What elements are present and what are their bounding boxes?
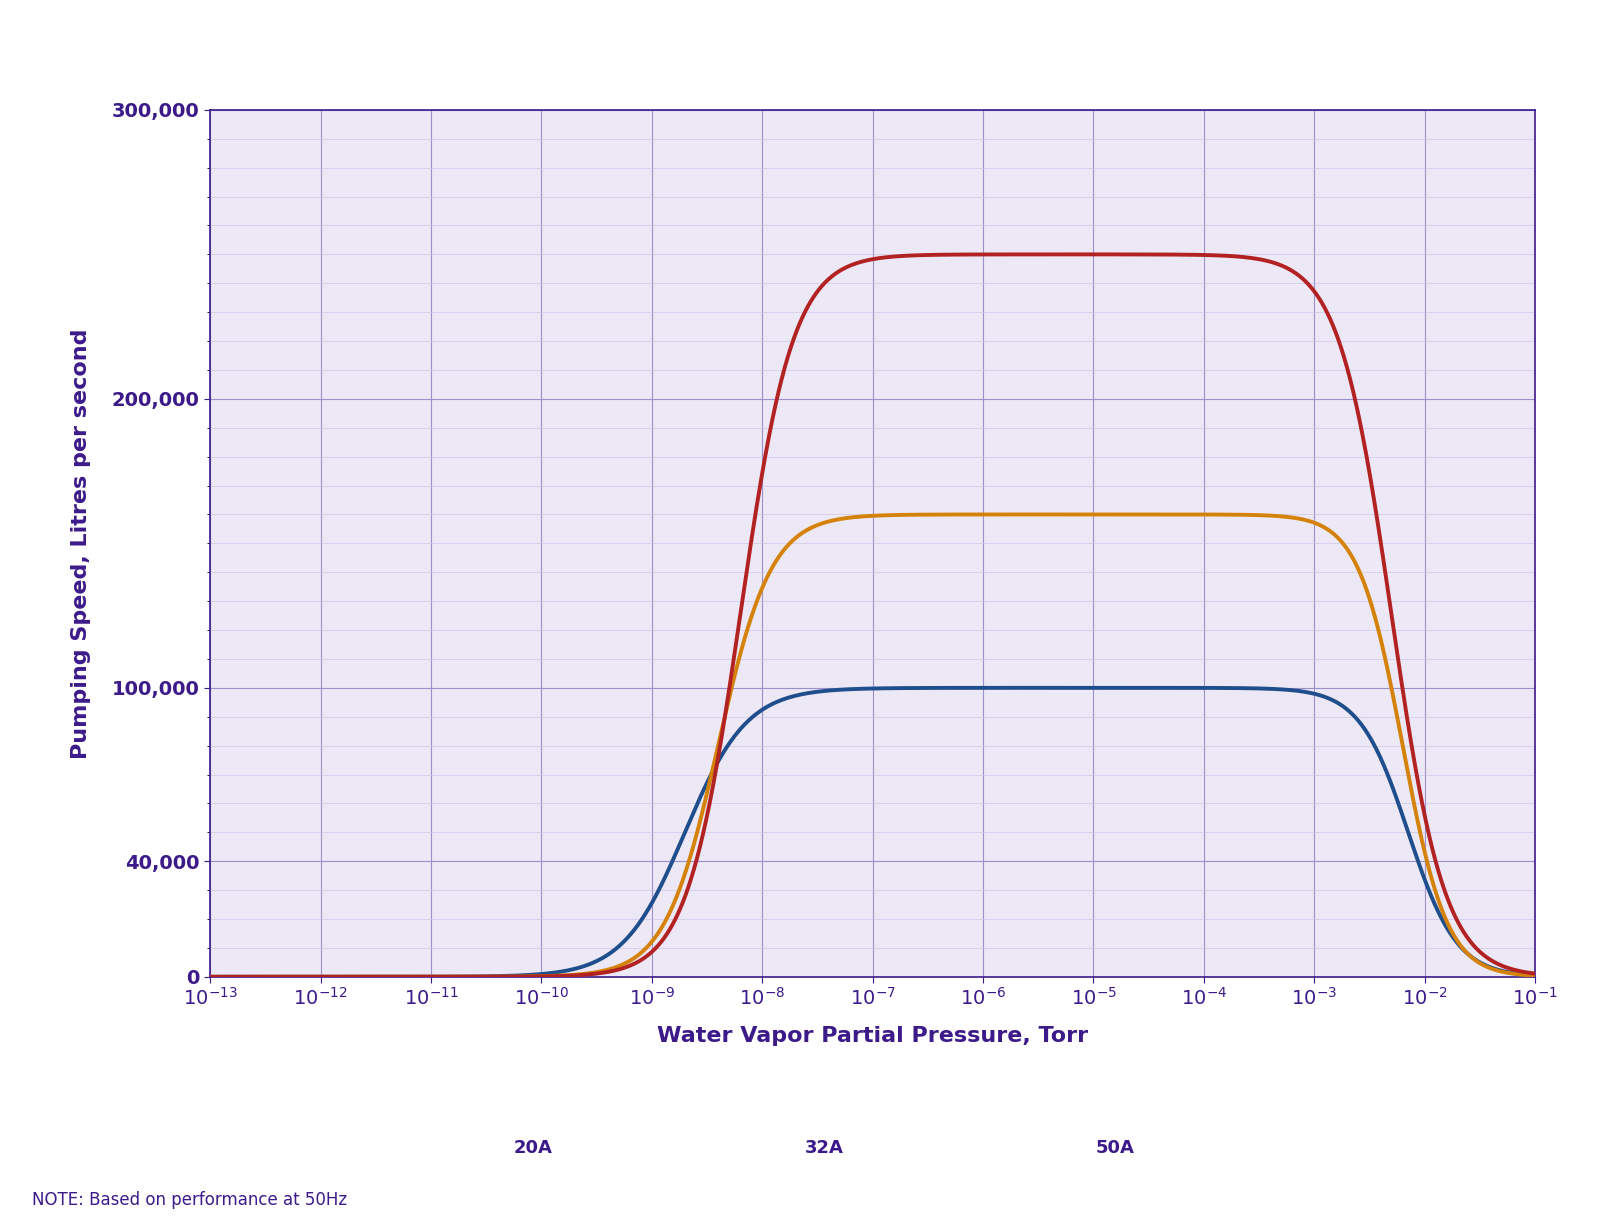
Text: Comparison of Cryopumping Speed and Pressure - 50 Hz: Comparison of Cryopumping Speed and Pres…: [19, 24, 949, 51]
Text: 20A: 20A: [514, 1139, 553, 1158]
Y-axis label: Pumping Speed, Litres per second: Pumping Speed, Litres per second: [71, 328, 90, 758]
X-axis label: Water Vapor Partial Pressure, Torr: Water Vapor Partial Pressure, Torr: [658, 1026, 1088, 1045]
Text: NOTE: Based on performance at 50Hz: NOTE: Based on performance at 50Hz: [32, 1190, 347, 1209]
Text: 50A: 50A: [1096, 1139, 1134, 1158]
Text: 32A: 32A: [805, 1139, 844, 1158]
